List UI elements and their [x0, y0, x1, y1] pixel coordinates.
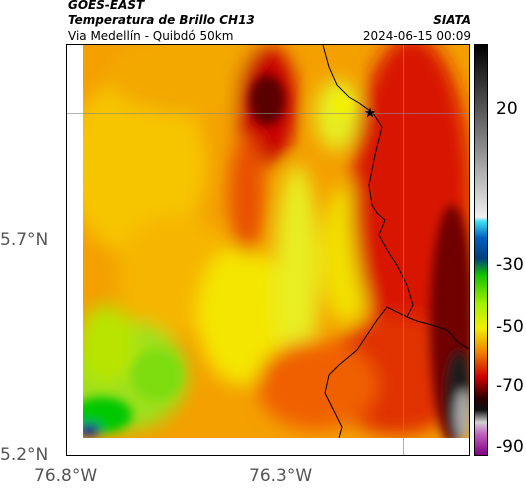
star-icon: ★ — [364, 106, 377, 122]
timestamp-label: 2024-06-15 00:09 — [362, 29, 471, 43]
lat-tick-label: 5.7°N — [0, 230, 49, 250]
colorbar-tick-label: -70 — [496, 376, 524, 396]
colorbar — [474, 44, 488, 456]
border-line-branch — [406, 316, 469, 350]
colorbar-tick-label: -50 — [496, 317, 524, 337]
border-line — [322, 45, 414, 439]
product-title: Temperatura de Brillo CH13 — [68, 13, 255, 27]
colorbar-tick-label: 20 — [496, 99, 518, 119]
colorbar-svg — [475, 45, 487, 455]
colorbar-tick-label: -90 — [496, 437, 524, 457]
source-label: SIATA — [433, 13, 471, 27]
brightness-temperature-map: ★ — [66, 44, 470, 456]
map-svg: ★ — [67, 45, 469, 455]
lon-tick-label: 76.3°W — [249, 466, 313, 486]
region-subtitle: Via Medellín - Quibdó 50km — [68, 29, 234, 43]
colorbar-tick-label: -30 — [496, 255, 524, 275]
lat-tick-label: 5.2°N — [0, 445, 49, 465]
satellite-title: GOES-EAST — [68, 0, 145, 12]
temperature-field — [67, 45, 469, 455]
lon-tick-label: 76.8°W — [34, 466, 98, 486]
